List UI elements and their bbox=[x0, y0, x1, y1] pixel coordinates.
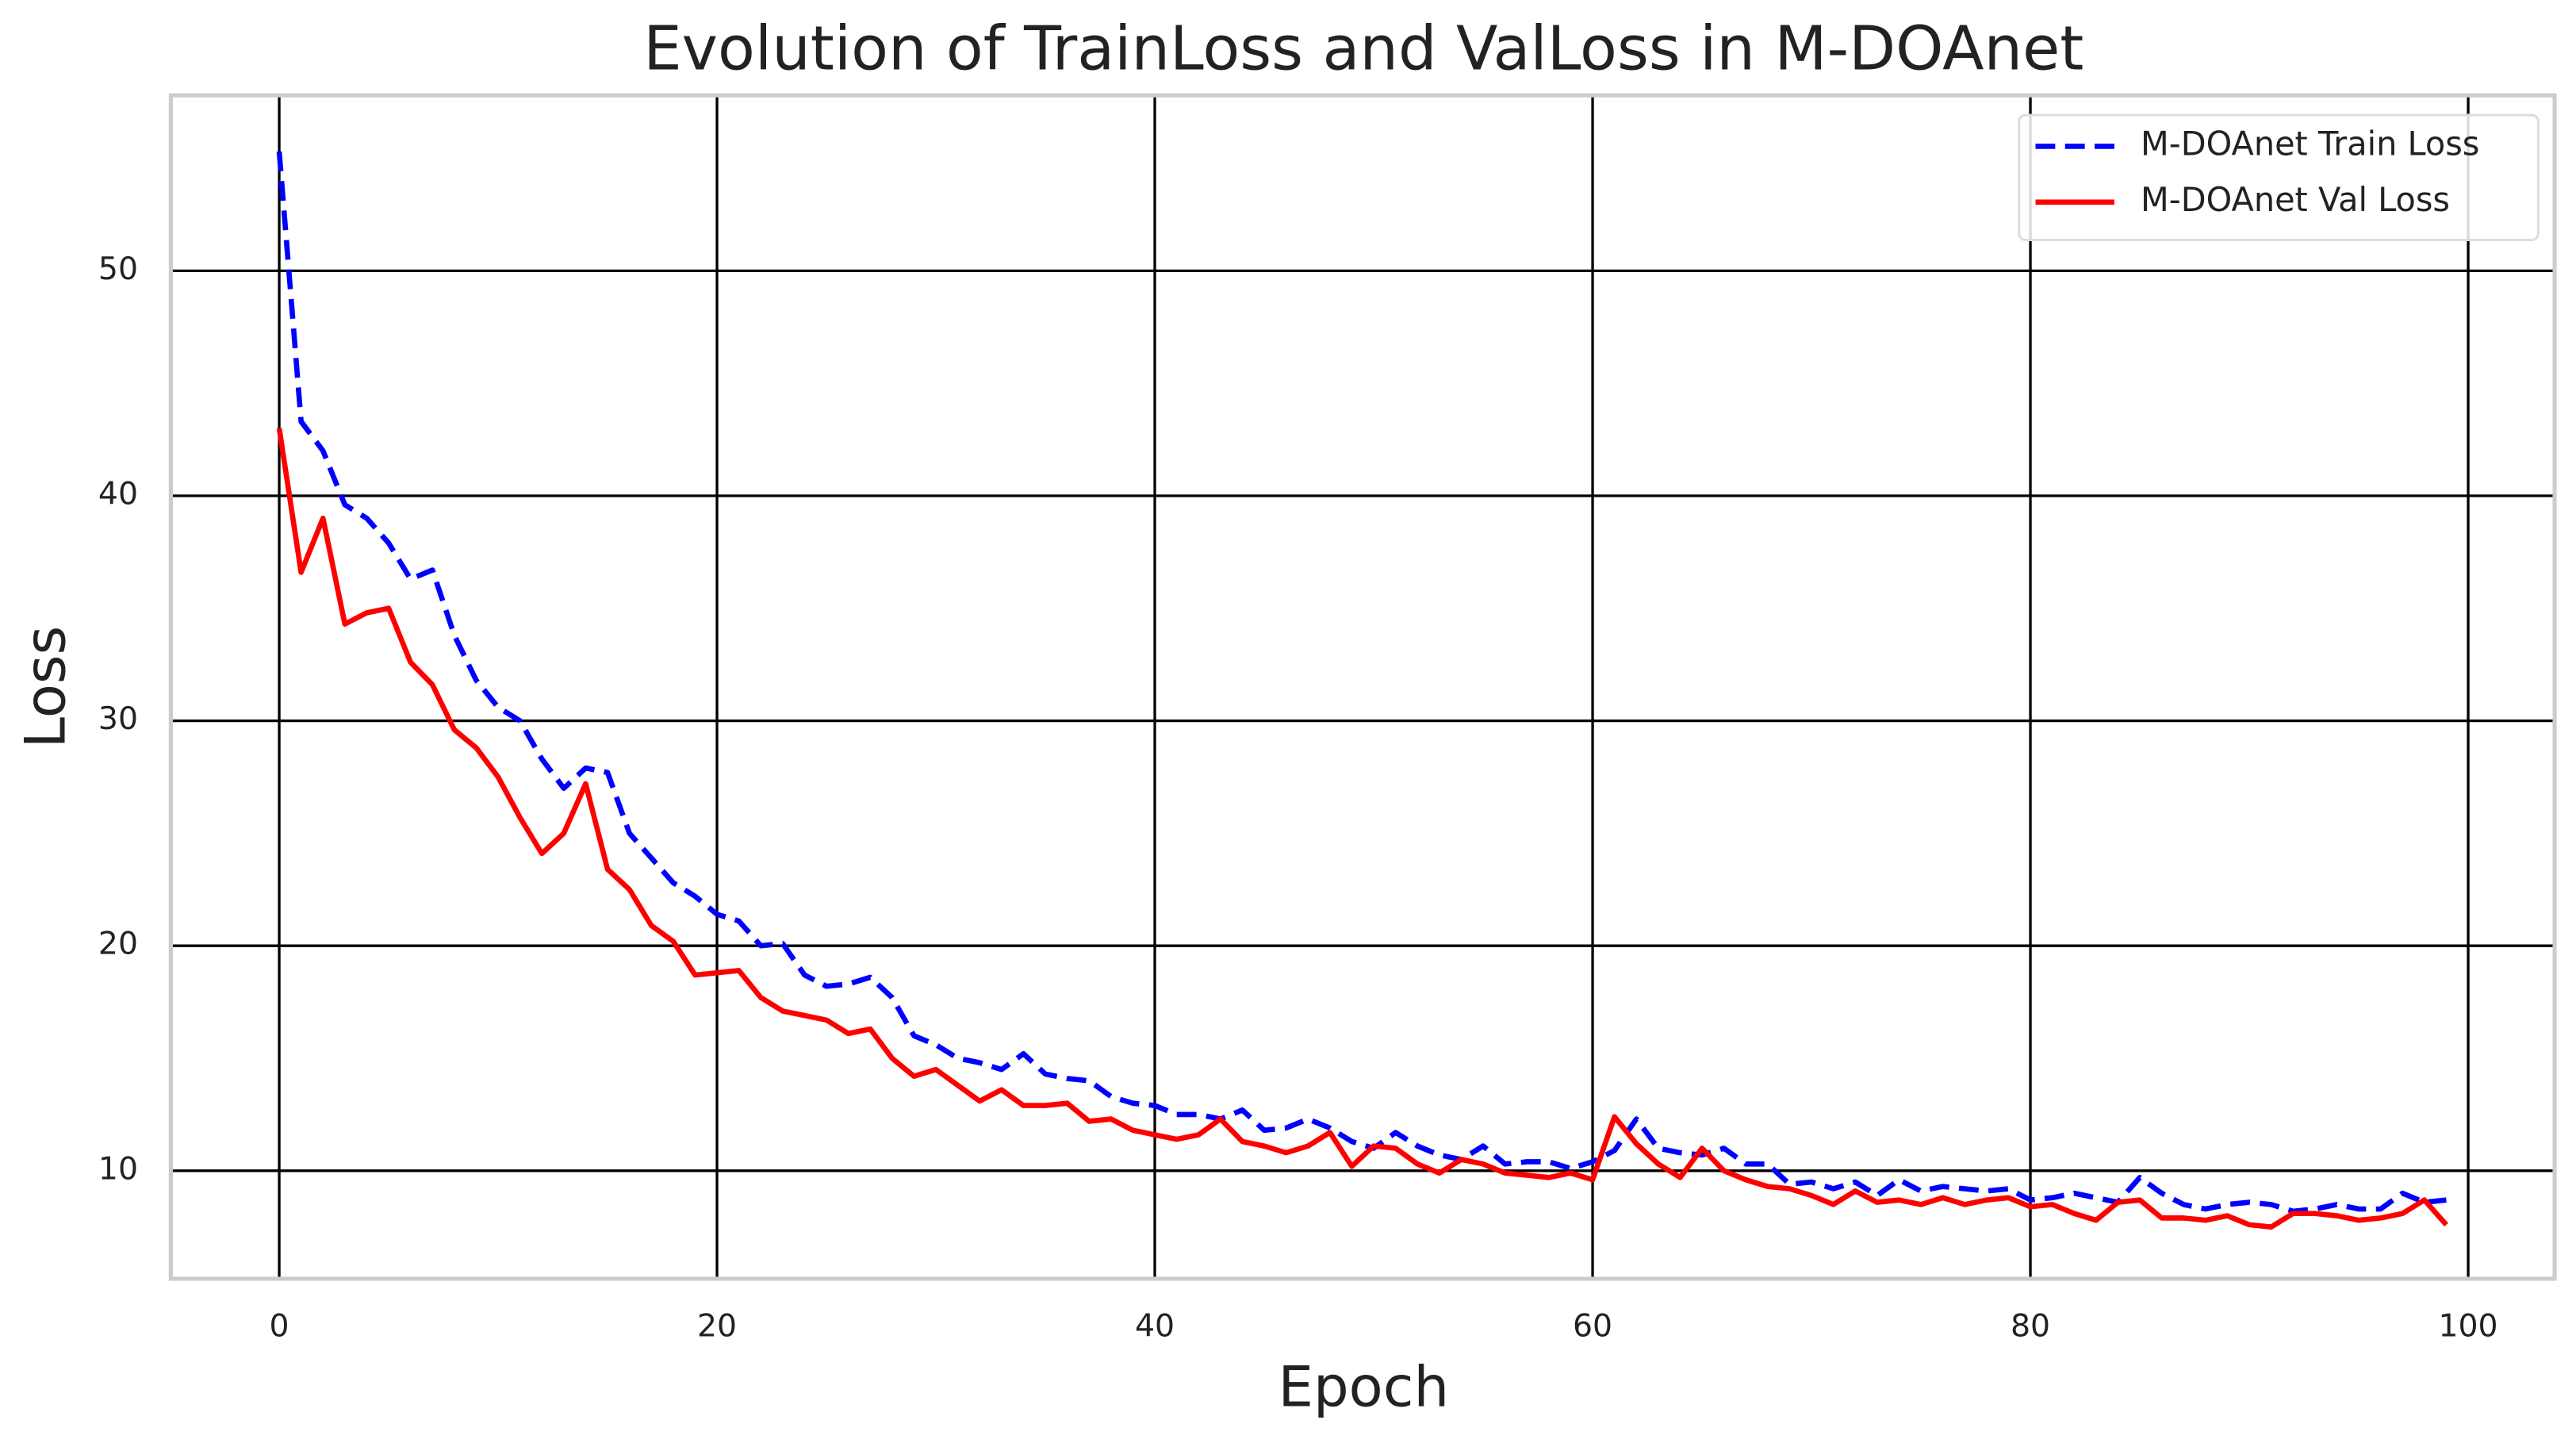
x-tick-label: 40 bbox=[1135, 1308, 1175, 1345]
y-tick-label: 20 bbox=[98, 926, 138, 962]
x-tick-label: 20 bbox=[697, 1308, 737, 1345]
legend-label: M-DOAnet Val Loss bbox=[2141, 181, 2450, 219]
data-line bbox=[276, 151, 2447, 1215]
x-tick-label: 100 bbox=[2438, 1308, 2497, 1345]
y-tick-label: 30 bbox=[98, 700, 138, 737]
legend: M-DOAnet Train Loss M-DOAnet Val Loss bbox=[2018, 113, 2540, 242]
y-tick-label: 50 bbox=[98, 251, 138, 287]
y-axis-label: Loss bbox=[13, 626, 79, 748]
legend-box bbox=[2018, 113, 2540, 242]
y-tick-label: 40 bbox=[98, 475, 138, 512]
plot-frame bbox=[168, 93, 2557, 1281]
chart-title: Evolution of TrainLoss and ValLoss in M-… bbox=[643, 13, 2083, 84]
x-axis-label: Epoch bbox=[1278, 1354, 1449, 1419]
x-tick-label: 80 bbox=[2011, 1308, 2050, 1345]
y-tick-label: 10 bbox=[98, 1150, 138, 1187]
x-tick-label: 60 bbox=[1573, 1308, 1612, 1345]
data-line bbox=[276, 428, 2448, 1230]
x-tick-label: 0 bbox=[270, 1308, 289, 1345]
legend-label: M-DOAnet Train Loss bbox=[2141, 125, 2479, 163]
